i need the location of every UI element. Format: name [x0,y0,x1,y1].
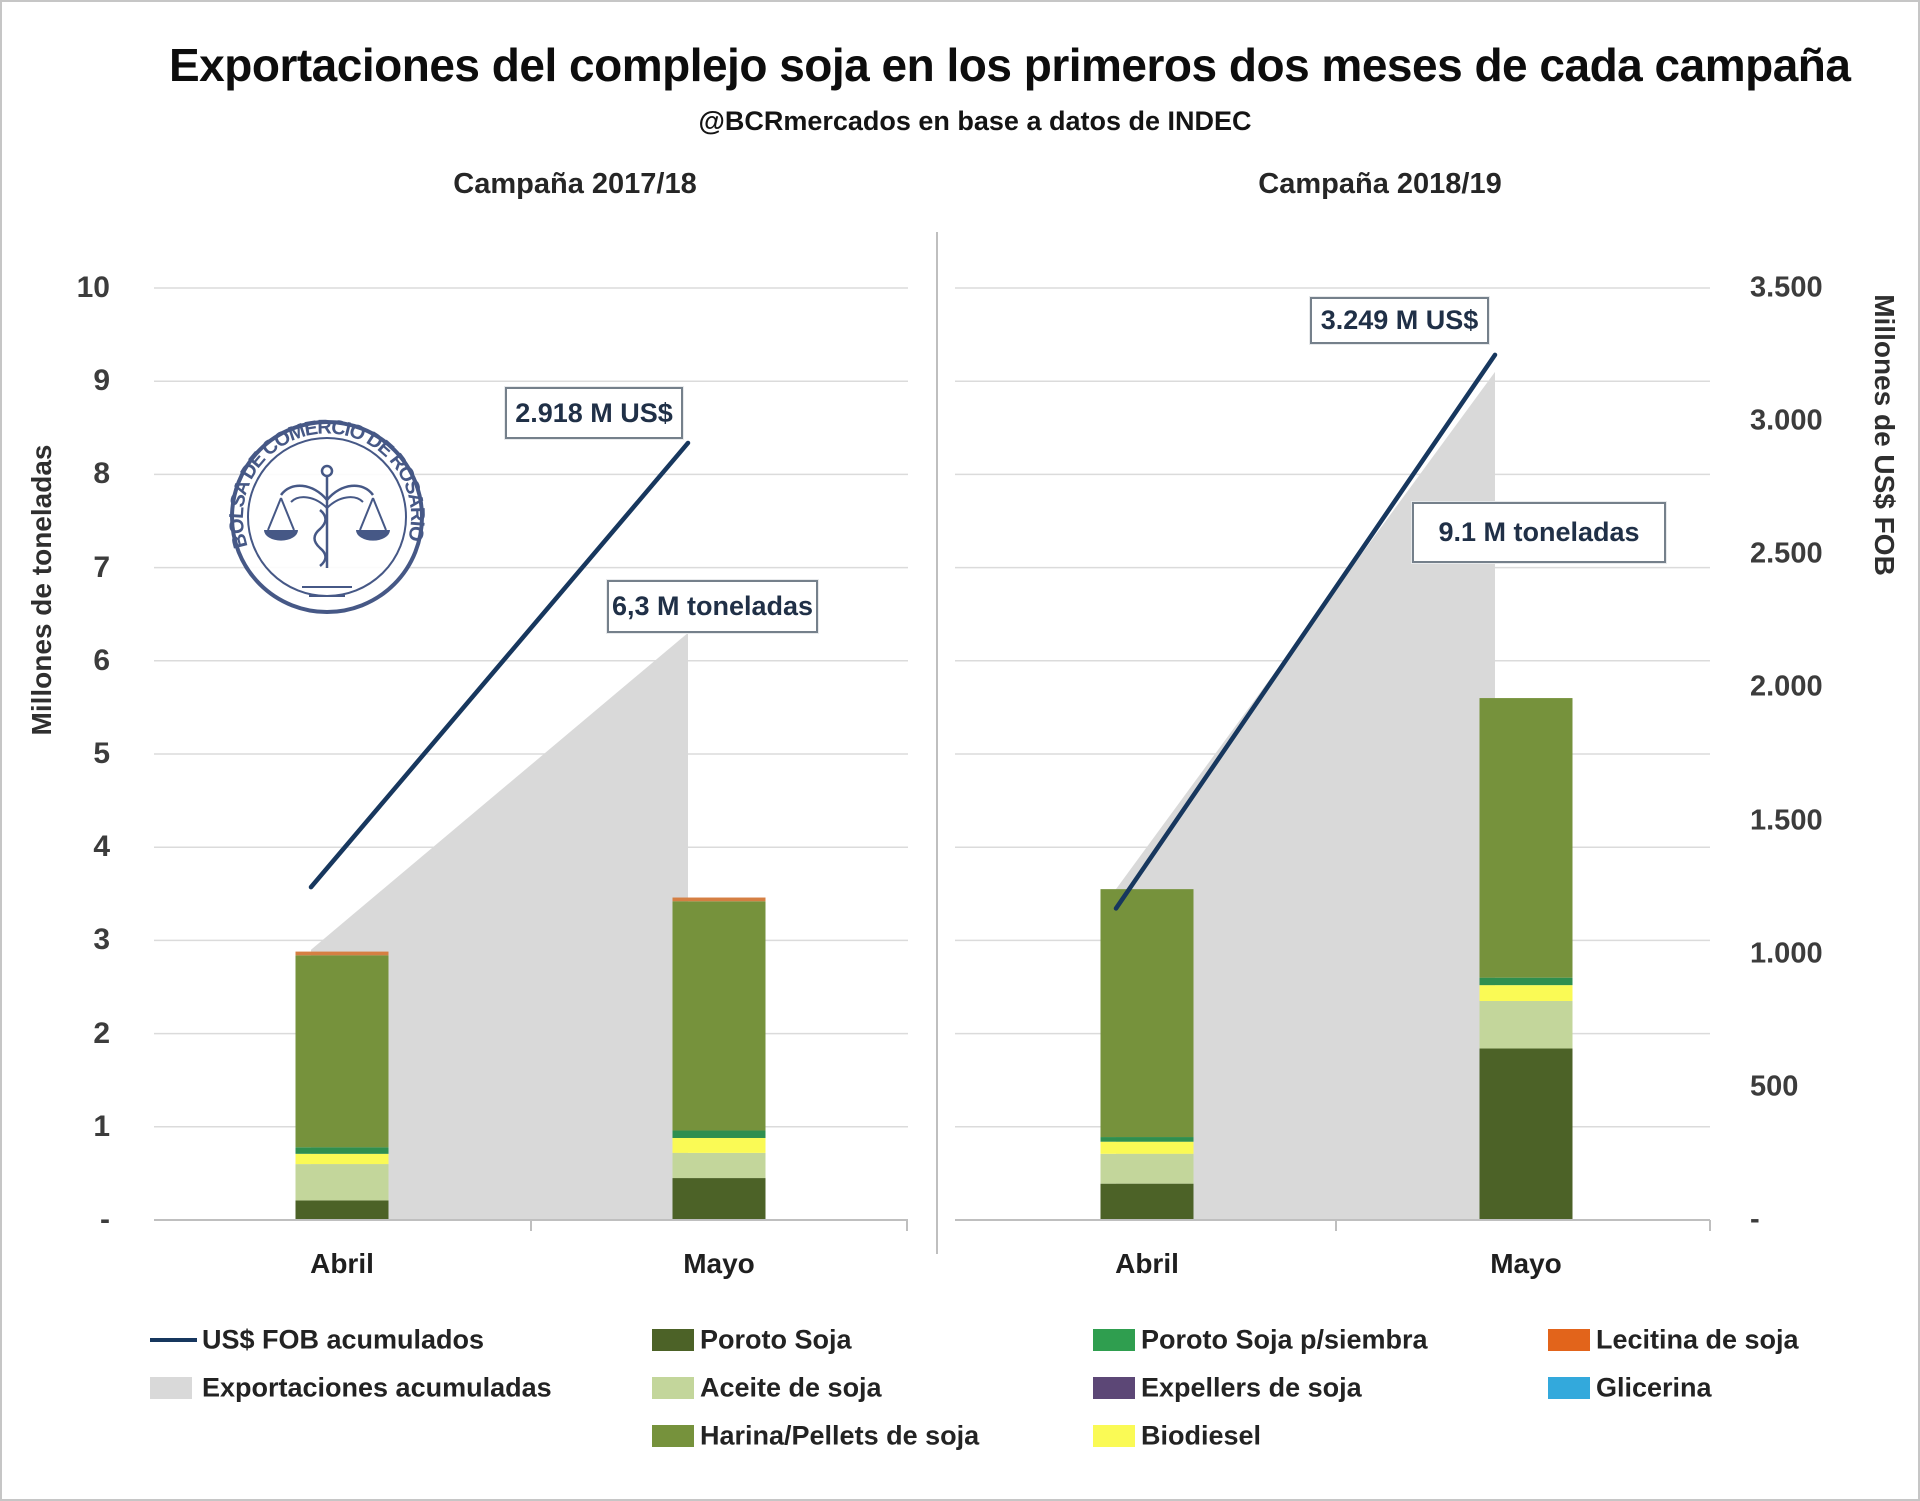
bar-segment-poroto-soja-p-siembra [1479,977,1573,986]
bar-segment-harina-pellets-de-soja [672,901,766,1131]
legend-swatch-lecitina-de-soja [1548,1329,1590,1351]
left-tick-label: 9 [93,364,110,398]
bar-segment-harina-pellets-de-soja [1100,889,1194,1138]
callout-tons-2017-18: 6,3 M toneladas [607,580,818,633]
left-tick-label: 8 [93,457,110,491]
chart-subtitle: @BCRmercados en base a datos de INDEC [698,106,1252,136]
legend-label-poroto-soja-p-siembra: Poroto Soja p/siembra [1141,1324,1428,1355]
bar-segment-biodiesel [672,1137,766,1153]
left-axis-title: Millones de toneladas [26,444,57,736]
caduceus-scales-icon [264,464,390,597]
bar-segment-lecitina-de-soja [295,951,389,956]
left-tick-label: 3 [93,923,110,957]
legend-swatch-aceite-de-soja [652,1377,694,1399]
line-us-fob-acumulados [308,440,691,890]
right-tick-label: 500 [1750,1070,1799,1103]
x-label-mayo-2: Mayo [1490,1248,1562,1279]
legend-swatch-glicerina [1548,1377,1590,1399]
legend-swatch-poroto-soja-p-siembra [1093,1329,1135,1351]
bar-segment-poroto-soja-p-siembra [672,1130,766,1138]
left-tick-label: 6 [93,643,110,677]
bar-segment-poroto-soja [1100,1183,1194,1220]
line-us-fob-acumulados [1113,352,1498,911]
chart-title: Exportaciones del complejo soja en los p… [169,39,1851,91]
legend-swatch-exportaciones-acumuladas [150,1377,192,1399]
legend-label-lecitina-de-soja: Lecitina de soja [1596,1324,1799,1355]
right-tick-label: 2.000 [1750,670,1823,703]
left-tick-label: 2 [93,1016,110,1050]
callout-tons-2018-19: 9.1 M toneladas [1412,502,1666,563]
legend-label-aceite-de-soja: Aceite de soja [700,1372,882,1403]
bar-segment-aceite-de-soja [672,1152,766,1179]
bar-segment-poroto-soja [672,1178,766,1220]
right-tick-label: 3.000 [1750,404,1823,437]
bar-segment-poroto-soja [295,1200,389,1220]
x-label-abril-2: Abril [1115,1248,1179,1279]
legend-label-harina-pellets-de-soja: Harina/Pellets de soja [700,1420,980,1451]
legend-label-us-fob-acumulados: US$ FOB acumulados [202,1324,485,1355]
bar-segment-biodiesel [1479,985,1573,1001]
callout-usd-2017-18: 2.918 M US$ [505,387,683,439]
area-exportaciones-acumuladas [311,632,688,1220]
legend-swatch-biodiesel [1093,1425,1135,1447]
left-tick-label: 5 [93,737,110,770]
legend-swatch-poroto-soja [652,1329,694,1351]
bar-segment-aceite-de-soja [1479,1000,1573,1049]
x-label-mayo-1: Mayo [683,1248,755,1279]
bar-segment-aceite-de-soja [1100,1153,1194,1184]
bar-segment-poroto-soja-p-siembra [1100,1137,1194,1142]
left-tick-label: - [100,1203,110,1236]
left-tick-label: 1 [93,1109,110,1143]
panel-title-2018-19: Campaña 2018/19 [1258,168,1502,200]
bar-segment-poroto-soja [1479,1048,1573,1220]
legend-swatch-us-fob-acumulados [150,1338,197,1342]
bar-segment-poroto-soja-p-siembra [295,1147,389,1154]
bcr-logo: BOLSA DE COMERCIO DE ROSARIO [226,416,426,614]
right-axis-title: Millones de US$ FOB [1869,294,1900,576]
right-tick-label: 1.500 [1750,804,1823,837]
bar-segment-harina-pellets-de-soja [1479,698,1573,978]
right-tick-label: 2.500 [1750,537,1823,570]
right-tick-label: - [1750,1203,1760,1236]
legend-label-exportaciones-acumuladas: Exportaciones acumuladas [202,1372,552,1403]
bar-segment-harina-pellets-de-soja [295,955,389,1148]
callout-usd-2018-19: 3.249 M US$ [1310,297,1489,344]
legend-swatch-expellers-de-soja [1093,1377,1135,1399]
bar-segment-lecitina-de-soja [672,897,766,902]
bar-segment-aceite-de-soja [295,1164,389,1201]
left-tick-label: 4 [93,830,110,864]
bar-segment-biodiesel [295,1153,389,1165]
legend-swatch-harina-pellets-de-soja [652,1425,694,1447]
legend-label-expellers-de-soja: Expellers de soja [1141,1372,1362,1403]
left-tick-label: 10 [76,271,110,304]
legend-label-biodiesel: Biodiesel [1141,1420,1262,1451]
legend-label-poroto-soja: Poroto Soja [700,1324,852,1355]
left-tick-label: 7 [93,550,110,584]
bar-segment-biodiesel [1100,1141,1194,1154]
area-exportaciones-acumuladas [1116,371,1495,1220]
right-tick-label: 3.500 [1750,271,1823,304]
x-label-abril-1: Abril [310,1248,374,1279]
right-tick-label: 1.000 [1750,937,1823,970]
panel-title-2017-18: Campaña 2017/18 [453,168,697,200]
legend-label-glicerina: Glicerina [1596,1372,1712,1403]
